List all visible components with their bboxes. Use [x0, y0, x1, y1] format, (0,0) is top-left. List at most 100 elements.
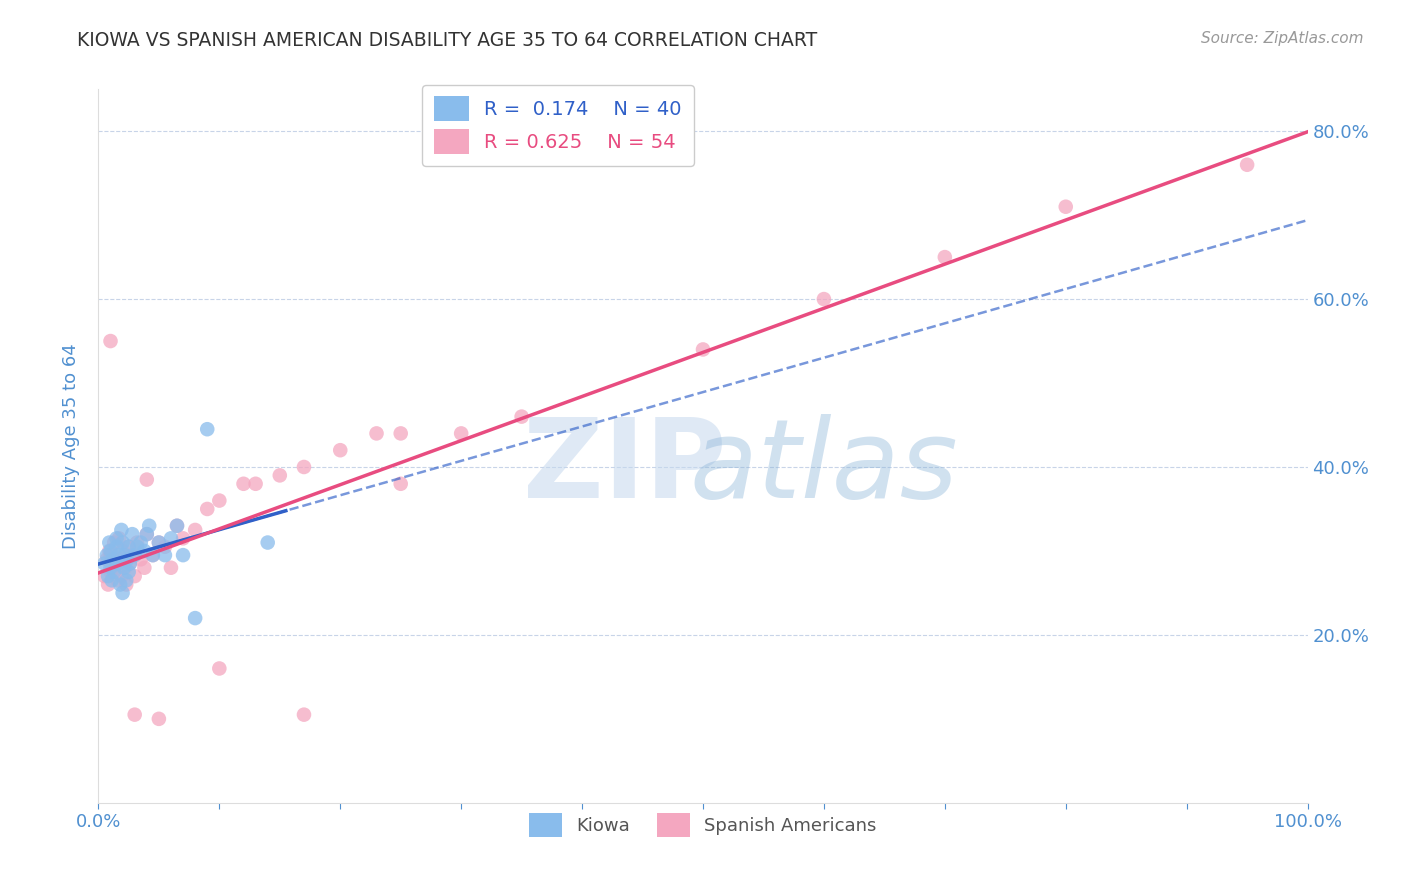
Text: ZIP: ZIP — [523, 414, 725, 521]
Point — [134, 544, 156, 558]
Point — [389, 476, 412, 491]
Point — [135, 527, 157, 541]
Point — [160, 532, 183, 546]
Point — [103, 565, 125, 579]
Point — [107, 574, 129, 588]
Point — [195, 502, 218, 516]
Point — [98, 544, 121, 558]
Point — [118, 565, 141, 579]
Point — [108, 548, 131, 562]
Point — [118, 540, 141, 554]
Point — [115, 574, 138, 588]
Point — [96, 552, 118, 566]
Point — [103, 535, 125, 549]
Point — [110, 523, 132, 537]
Point — [108, 577, 131, 591]
Point — [121, 548, 143, 562]
Point — [100, 544, 122, 558]
Point — [127, 540, 149, 554]
Text: KIOWA VS SPANISH AMERICAN DISABILITY AGE 35 TO 64 CORRELATION CHART: KIOWA VS SPANISH AMERICAN DISABILITY AGE… — [77, 31, 817, 50]
Point — [129, 552, 152, 566]
Point — [1054, 200, 1077, 214]
Point — [114, 548, 136, 562]
Point — [108, 552, 131, 566]
Point — [110, 569, 132, 583]
Point — [153, 540, 176, 554]
Point — [934, 250, 956, 264]
Point — [160, 560, 183, 574]
Point — [100, 565, 122, 579]
Point — [124, 548, 146, 562]
Point — [153, 548, 176, 562]
Text: Source: ZipAtlas.com: Source: ZipAtlas.com — [1201, 31, 1364, 46]
Text: atlas: atlas — [689, 414, 959, 521]
Point — [195, 422, 218, 436]
Point — [135, 473, 157, 487]
Point — [172, 532, 194, 546]
Point — [138, 518, 160, 533]
Point — [269, 468, 291, 483]
Point — [166, 518, 188, 533]
Point — [114, 560, 136, 574]
Legend: Kiowa, Spanish Americans: Kiowa, Spanish Americans — [522, 806, 884, 844]
Point — [166, 518, 188, 533]
Point — [115, 577, 138, 591]
Point — [329, 443, 352, 458]
Point — [366, 426, 388, 441]
Point — [97, 577, 120, 591]
Point — [184, 523, 207, 537]
Point — [111, 535, 134, 549]
Point — [232, 476, 254, 491]
Point — [245, 476, 267, 491]
Point — [107, 557, 129, 571]
Point — [100, 548, 122, 562]
Point — [118, 557, 141, 571]
Point — [256, 535, 278, 549]
Point — [112, 560, 135, 574]
Point — [510, 409, 533, 424]
Point — [208, 661, 231, 675]
Point — [111, 544, 134, 558]
Y-axis label: Disability Age 35 to 64: Disability Age 35 to 64 — [62, 343, 80, 549]
Point — [118, 540, 141, 554]
Point — [292, 707, 315, 722]
Point — [105, 540, 128, 554]
Point — [118, 557, 141, 571]
Point — [692, 343, 714, 357]
Point — [124, 569, 146, 583]
Point — [127, 535, 149, 549]
Point — [292, 460, 315, 475]
Point — [124, 707, 146, 722]
Point — [101, 552, 124, 566]
Point — [93, 569, 115, 583]
Point — [111, 586, 134, 600]
Point — [101, 560, 124, 574]
Point — [105, 532, 128, 546]
Point — [100, 560, 122, 574]
Point — [129, 535, 152, 549]
Point — [93, 557, 115, 571]
Point — [148, 535, 170, 549]
Point — [1236, 158, 1258, 172]
Point — [108, 532, 131, 546]
Point — [142, 548, 165, 562]
Point — [134, 560, 156, 574]
Point — [96, 548, 118, 562]
Point — [148, 535, 170, 549]
Point — [135, 527, 157, 541]
Point — [142, 548, 165, 562]
Point — [121, 527, 143, 541]
Point — [97, 569, 120, 583]
Point — [813, 292, 835, 306]
Point — [208, 493, 231, 508]
Point — [105, 557, 128, 571]
Point — [148, 712, 170, 726]
Point — [117, 552, 139, 566]
Point — [389, 426, 412, 441]
Point — [450, 426, 472, 441]
Point — [172, 548, 194, 562]
Point — [184, 611, 207, 625]
Point — [100, 574, 122, 588]
Point — [100, 334, 122, 348]
Point — [98, 535, 121, 549]
